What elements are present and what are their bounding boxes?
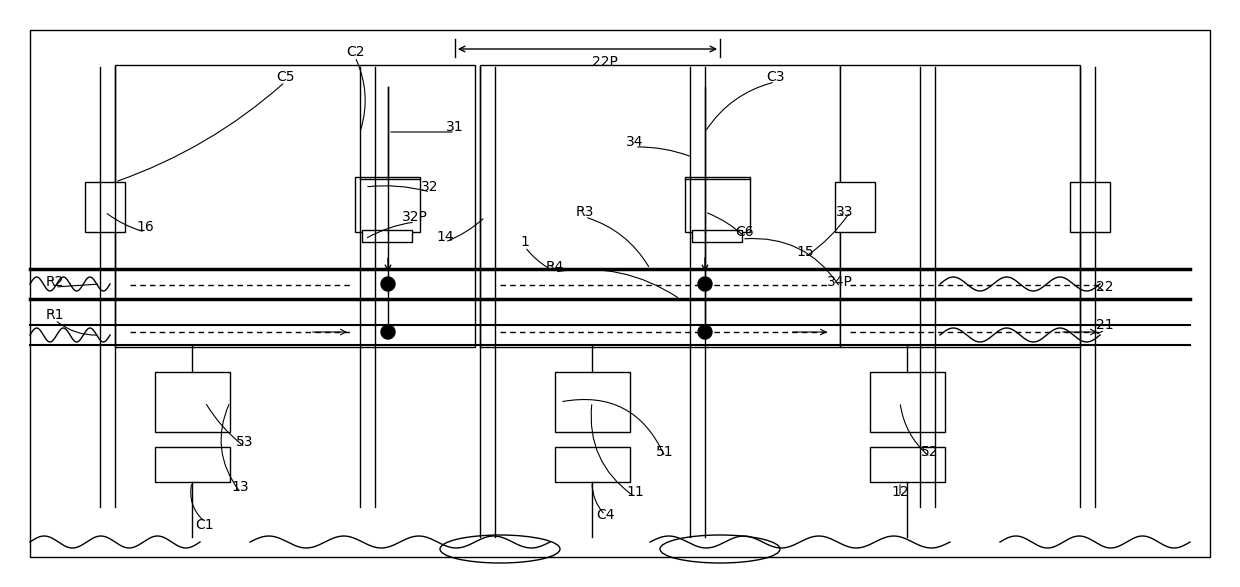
- Text: 51: 51: [656, 445, 673, 459]
- Circle shape: [381, 325, 396, 339]
- Text: C1: C1: [196, 518, 215, 532]
- Text: R2: R2: [46, 275, 64, 289]
- Text: 31: 31: [446, 120, 464, 134]
- Bar: [1070, 182, 1110, 232]
- Text: 13: 13: [231, 480, 249, 494]
- Bar: [839, 65, 1080, 347]
- Bar: [155, 447, 229, 482]
- Bar: [692, 230, 742, 242]
- Text: 14: 14: [436, 230, 454, 244]
- Text: 32P: 32P: [402, 210, 428, 224]
- Text: C5: C5: [275, 70, 294, 84]
- Text: 22P: 22P: [591, 55, 618, 69]
- Bar: [155, 372, 229, 432]
- Text: 33: 33: [836, 205, 854, 219]
- Text: 34: 34: [626, 135, 644, 149]
- Text: 16: 16: [136, 220, 154, 234]
- Text: R3: R3: [575, 205, 594, 219]
- Bar: [30, 30, 1210, 557]
- Text: C6: C6: [735, 225, 754, 239]
- Bar: [556, 447, 630, 482]
- Text: 32: 32: [422, 180, 439, 194]
- Text: C2: C2: [346, 45, 365, 59]
- Bar: [684, 177, 750, 232]
- Text: 15: 15: [796, 245, 813, 259]
- Text: 52: 52: [921, 445, 939, 459]
- Circle shape: [381, 277, 396, 291]
- Bar: [355, 177, 420, 232]
- Text: 11: 11: [626, 485, 644, 499]
- Text: C3: C3: [766, 70, 784, 84]
- Text: 22: 22: [1096, 280, 1114, 294]
- Bar: [480, 65, 839, 347]
- Bar: [870, 447, 945, 482]
- Text: R4: R4: [546, 260, 564, 274]
- Text: C4: C4: [595, 508, 614, 522]
- Circle shape: [698, 325, 712, 339]
- Bar: [115, 65, 475, 347]
- Text: 34P: 34P: [827, 275, 853, 289]
- Text: 21: 21: [1096, 318, 1114, 332]
- Bar: [86, 182, 125, 232]
- Text: 53: 53: [237, 435, 254, 449]
- Text: 1: 1: [521, 235, 529, 249]
- Bar: [362, 230, 412, 242]
- Bar: [556, 372, 630, 432]
- Bar: [870, 372, 945, 432]
- Circle shape: [698, 277, 712, 291]
- Text: R1: R1: [46, 308, 64, 322]
- Text: 12: 12: [892, 485, 909, 499]
- Bar: [835, 182, 875, 232]
